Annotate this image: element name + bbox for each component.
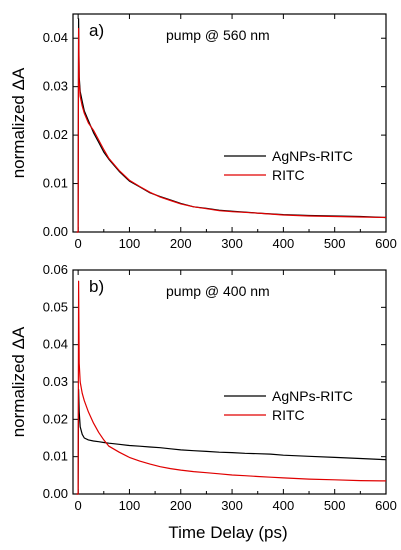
y-tick-label: 0.03 [43,374,68,389]
panel-a: 0 100 200 300 400 500 600 0.00 0.01 0.02 0.03 0.04 n… [9,13,397,251]
y-tick-label: 0.00 [43,486,68,501]
y-tick-label: 0.02 [43,411,68,426]
pump-annotation: pump @ 560 nm [166,27,270,43]
x-tick-label: 100 [119,236,141,251]
x-tick-label: 300 [221,236,243,251]
y-axis-title: normalized ΔA [9,67,28,178]
x-tick-label: 500 [324,498,346,513]
y-tick-label: 0.04 [43,337,68,352]
x-tick-label: 200 [170,498,192,513]
x-tick-label: 200 [170,236,192,251]
panel-b: 0 100 200 300 400 500 600 0.00 0.01 0.02 0.03 0.04 0… [9,262,397,513]
legend-label: AgNPs-RITC [272,388,353,404]
series-line-ritc [76,280,387,495]
panel-label: a) [89,21,104,40]
plot-frame [72,13,387,233]
x-tick-label: 400 [273,498,295,513]
plot-frame [72,269,387,495]
y-tick-label: 0.01 [43,449,68,464]
y-axis-title: normalized ΔA [9,326,28,437]
y-tick-label: 0.02 [43,127,68,142]
legend-label: RITC [272,167,305,183]
y-tick-label: 0.06 [43,262,68,277]
x-tick-label: 600 [375,236,397,251]
panel-label: b) [89,277,104,296]
y-tick-label: 0.04 [43,30,68,45]
pump-annotation: pump @ 400 nm [166,283,270,299]
legend-label: AgNPs-RITC [272,148,353,164]
x-tick-label: 500 [324,236,346,251]
x-tick-label: 400 [273,236,295,251]
series-line-ritc [76,27,387,233]
x-axis-title: Time Delay (ps) [168,523,287,542]
legend-label: RITC [272,407,305,423]
y-tick-label: 0.03 [43,79,68,94]
x-tick-label: 300 [221,498,243,513]
x-tick-label: 0 [75,236,82,251]
y-tick-label: 0.05 [43,299,68,314]
series-line-agnps-ritc [76,388,387,495]
y-tick-label: 0.01 [43,176,68,191]
x-tick-label: 100 [119,498,141,513]
x-tick-label: 0 [75,498,82,513]
y-tick-label: 0.00 [43,224,68,239]
x-tick-label: 600 [375,498,397,513]
series-line-agnps-ritc [76,18,387,233]
